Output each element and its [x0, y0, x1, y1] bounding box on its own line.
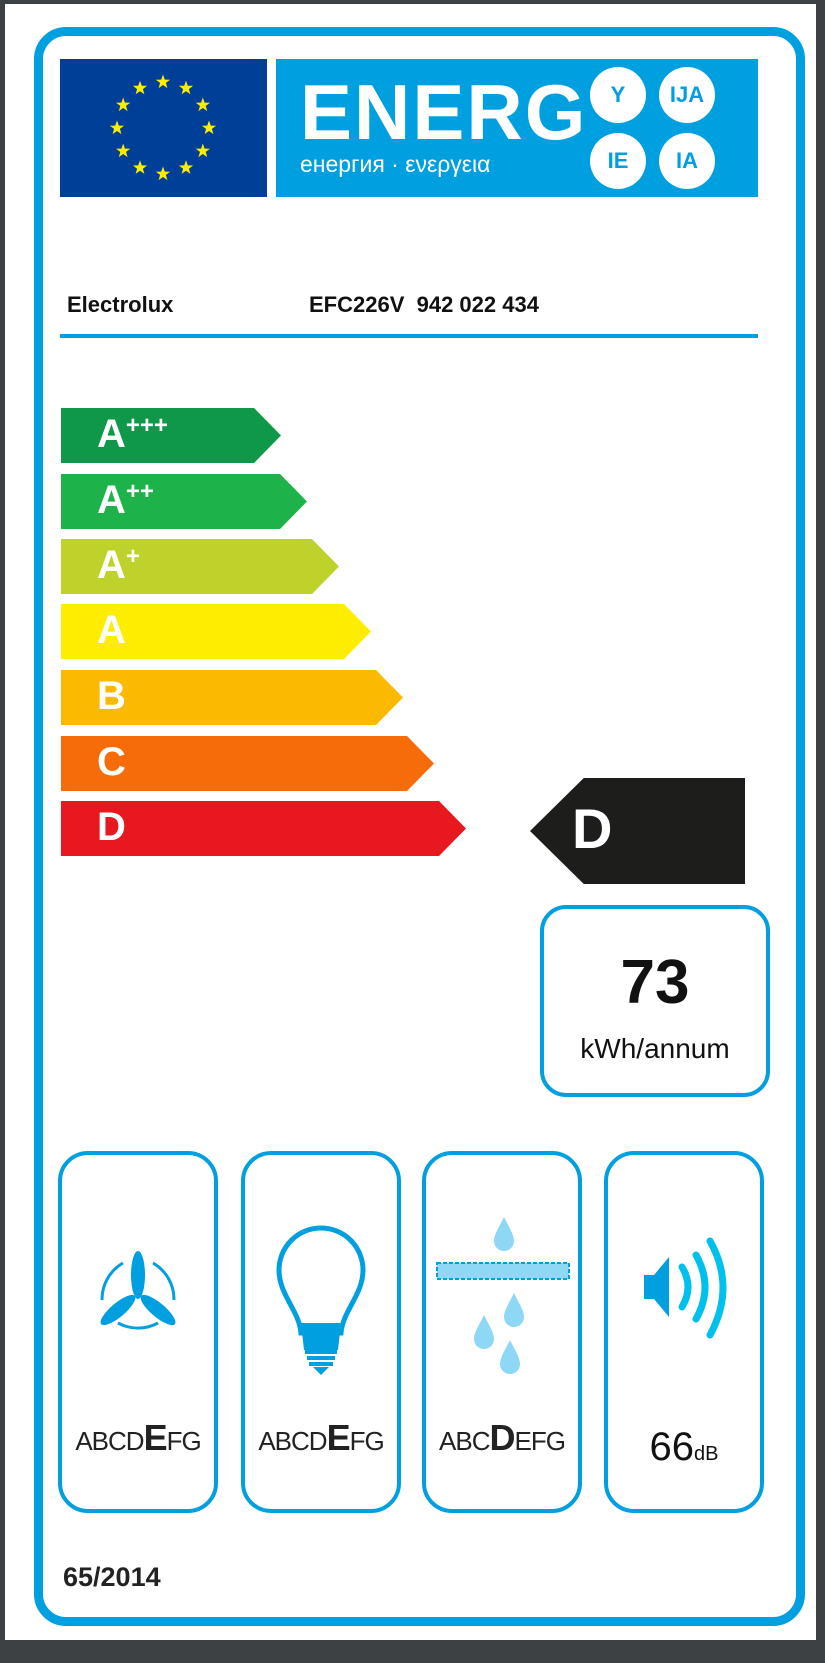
fan-icon	[100, 1251, 176, 1330]
consumption-unit: kWh/annum	[580, 1033, 730, 1064]
star-icon	[195, 97, 210, 112]
energy-class-label: A+++	[97, 412, 168, 456]
star-icon	[201, 120, 217, 135]
energy-class-bar: D	[61, 801, 466, 856]
energy-class-label: A+	[97, 543, 140, 587]
regulation-number: 65/2014	[63, 1562, 161, 1592]
energy-class-label: B	[97, 674, 126, 718]
energy-class-label: A	[97, 608, 126, 652]
eu-stars-icon	[109, 74, 217, 181]
rating-class: D	[572, 797, 613, 860]
grease-filter-icon	[436, 1217, 570, 1374]
consumption-box: 73 kWh/annum	[540, 905, 770, 1097]
star-icon	[132, 80, 148, 95]
fluid-dynamic-efficiency-box: ABCDEFG	[58, 1151, 218, 1513]
energy-class-bar: A++	[61, 474, 307, 529]
lighting-efficiency-box: ABCDEFG	[241, 1151, 401, 1513]
star-icon	[109, 120, 125, 135]
scale-active: E	[143, 1417, 168, 1458]
lang-circle: Y	[590, 67, 646, 123]
energy-class-label: D	[97, 805, 126, 849]
brand-name: Electrolux	[67, 292, 174, 317]
star-icon	[116, 143, 131, 158]
noise-level: 66dB	[608, 1425, 760, 1470]
model-number: EFC226V 942 022 434	[309, 292, 539, 317]
light-bulb-icon	[276, 1225, 366, 1375]
lang-circle: IJA	[659, 67, 715, 123]
lang-circle: IA	[659, 133, 715, 189]
grease-filtering-efficiency-box: ABCDEFG	[422, 1151, 582, 1513]
speaker-icon	[644, 1237, 727, 1339]
scale-post: FG	[349, 1426, 385, 1456]
star-icon	[116, 97, 131, 112]
efficiency-class-scale: ABCDEFG	[426, 1417, 578, 1459]
energy-class-bar: B	[61, 670, 403, 725]
scale-pre: ABC	[439, 1426, 490, 1456]
star-icon	[132, 160, 148, 174]
energy-class-label: C	[97, 740, 126, 784]
energy-label-page: ENERG енергия · ενεργεια Y IJA IE IA Ele…	[5, 4, 816, 1640]
efficiency-class-scale: ABCDEFG	[245, 1417, 397, 1459]
scale-active: D	[489, 1417, 516, 1458]
eu-flag	[60, 59, 267, 197]
consumption-value: 73	[620, 948, 690, 1017]
scale-pre: ABCD	[75, 1426, 144, 1456]
energy-class-bar: C	[61, 736, 434, 791]
divider	[60, 334, 758, 338]
lang-circle: IE	[590, 133, 646, 189]
noise-unit: dB	[694, 1443, 719, 1465]
noise-box: 66dB	[604, 1151, 764, 1513]
star-icon	[195, 143, 210, 158]
energy-class-bar: A	[61, 604, 371, 659]
energy-class-bar: A+++	[61, 408, 281, 463]
label-frame	[34, 27, 805, 1626]
noise-value: 66	[649, 1425, 695, 1469]
star-icon	[155, 74, 171, 89]
rating-arrow: D	[530, 778, 745, 884]
scale-post: EFG	[514, 1426, 566, 1456]
energ-subtitle: енергия · ενεργεια	[300, 151, 491, 177]
energy-class-bar: A+	[61, 539, 339, 594]
efficiency-class-scale: ABCDEFG	[62, 1417, 214, 1459]
energy-header: ENERG енергия · ενεργεια Y IJA IE IA	[276, 59, 758, 197]
scale-active: E	[326, 1417, 351, 1458]
star-icon	[155, 166, 171, 181]
star-icon	[178, 80, 194, 95]
scale-pre: ABCD	[258, 1426, 327, 1456]
star-icon	[178, 160, 194, 174]
energy-class-label: A++	[97, 478, 154, 522]
scale-post: FG	[166, 1426, 202, 1456]
energ-title: ENERG	[300, 68, 588, 156]
